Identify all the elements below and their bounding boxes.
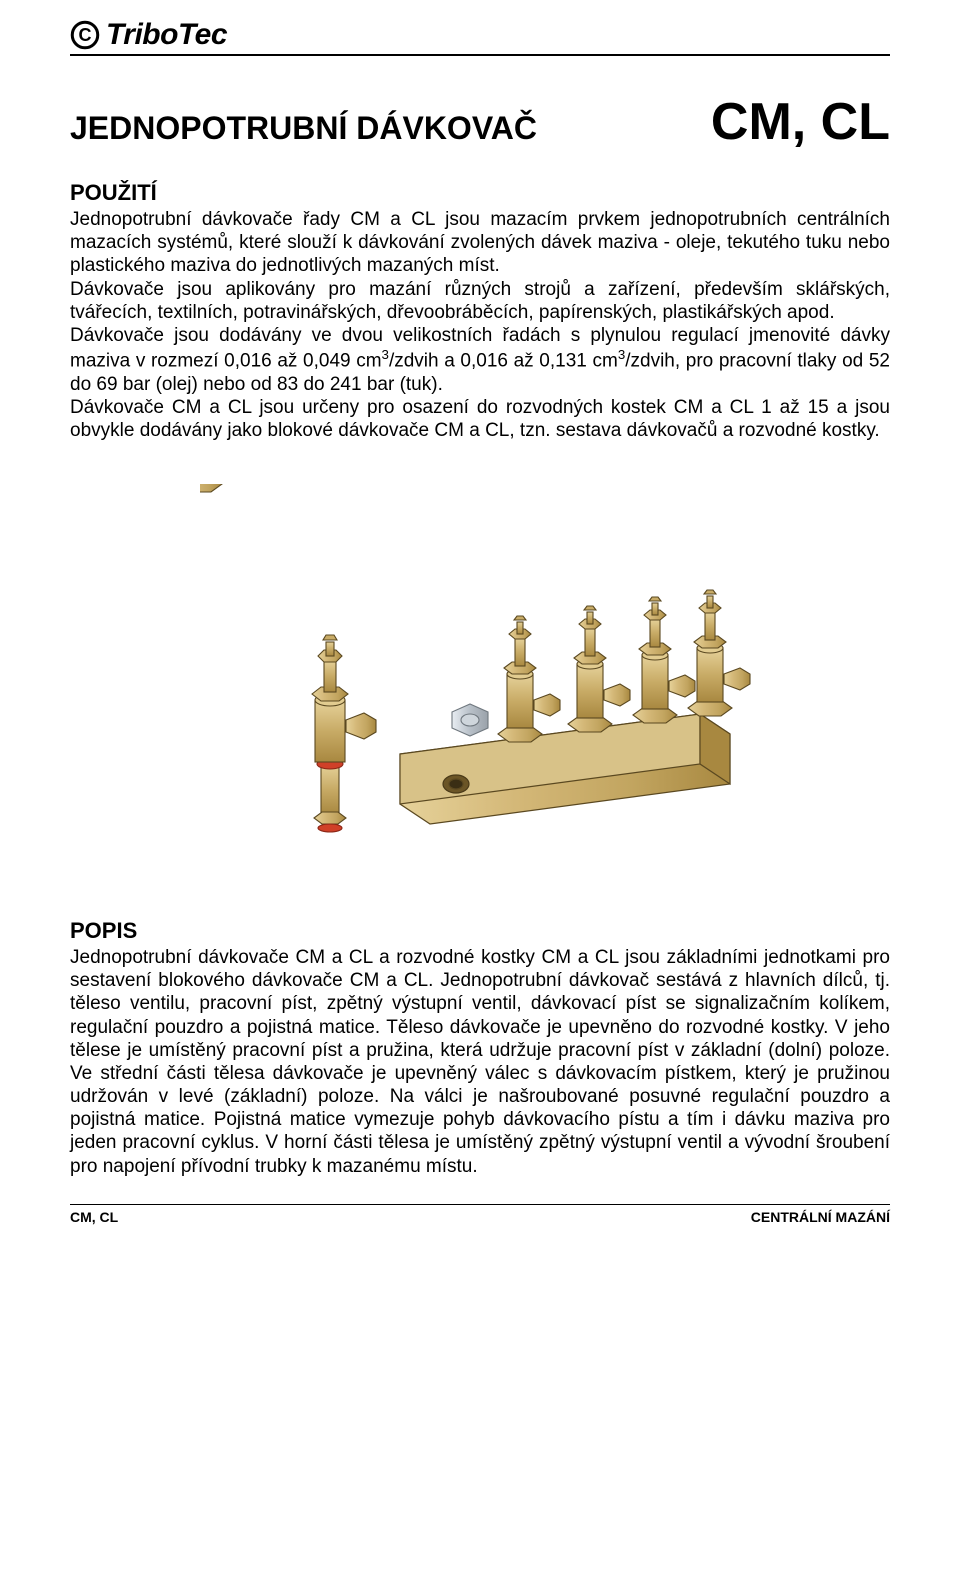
footer-left: CM, CL <box>70 1209 118 1225</box>
footer-right: CENTRÁLNÍ MAZÁNÍ <box>751 1209 890 1225</box>
popis-p1: Jednopotrubní dávkovače CM a CL a rozvod… <box>70 946 890 1178</box>
popis-heading: POPIS <box>70 918 890 944</box>
brand-name: TriboTec <box>106 18 227 52</box>
section-popis: POPIS Jednopotrubní dávkovače CM a CL a … <box>70 918 890 1178</box>
section-pouziti: POUŽITÍ Jednopotrubní dávkovače řady CM … <box>70 180 890 442</box>
product-illustration <box>70 484 890 864</box>
brand-logo: C TriboTec <box>70 18 890 52</box>
header-rule <box>70 54 890 56</box>
pouziti-p4: Dávkovače CM a CL jsou určeny pro osazen… <box>70 396 890 442</box>
manifold-diagram <box>200 484 760 864</box>
logo-icon: C <box>70 20 100 50</box>
page-footer: CM, CL CENTRÁLNÍ MAZÁNÍ <box>70 1204 890 1225</box>
document-title: JEDNOPOTRUBNÍ DÁVKOVAČ <box>70 110 537 147</box>
pouziti-heading: POUŽITÍ <box>70 180 890 206</box>
svg-text:C: C <box>79 25 92 45</box>
pouziti-p2: Dávkovače jsou aplikovány pro mazání růz… <box>70 278 890 324</box>
pouziti-p3: Dávkovače jsou dodávány ve dvou velikost… <box>70 324 890 396</box>
pouziti-p1: Jednopotrubní dávkovače řady CM a CL jso… <box>70 208 890 278</box>
document-model: CM, CL <box>711 92 890 152</box>
